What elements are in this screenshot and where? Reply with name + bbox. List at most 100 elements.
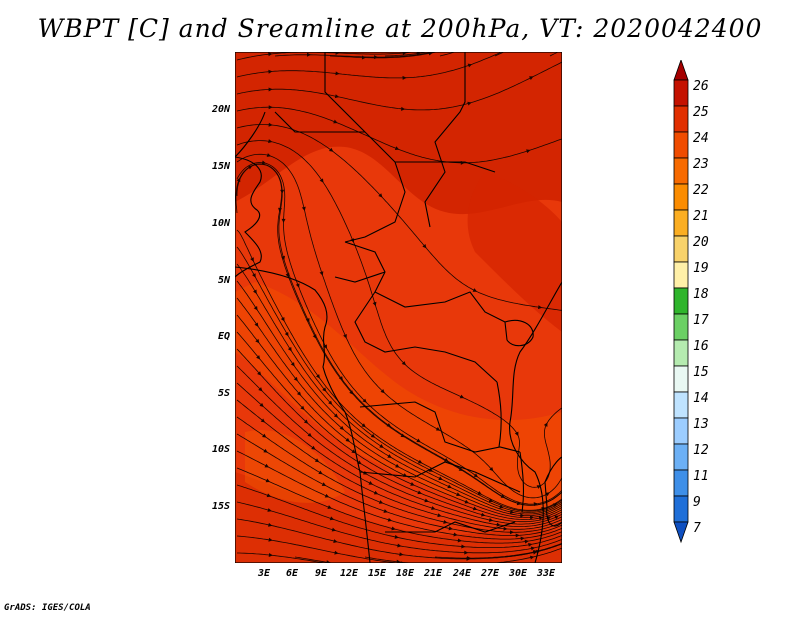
streamline-arrowhead xyxy=(295,283,300,288)
east-africa-coastline xyxy=(509,281,562,563)
streamline-arrowhead xyxy=(488,518,494,522)
streamline-arrowhead xyxy=(386,423,391,427)
streamline-arrowhead xyxy=(379,444,384,448)
lat-label-10s: 10S xyxy=(211,444,230,455)
streamline-arrowhead xyxy=(448,526,453,531)
streamline-arrowhead xyxy=(248,165,253,170)
streamline-arrowhead xyxy=(266,153,272,157)
streamline-arrowhead xyxy=(402,75,407,80)
lat-label-5n: 5N xyxy=(217,275,230,286)
streamline-arrowhead xyxy=(335,71,340,76)
streamline-arrowhead xyxy=(537,305,543,310)
lake-malawi xyxy=(519,451,525,513)
streamline-arrowhead xyxy=(543,422,548,427)
borders-layer xyxy=(235,52,562,563)
streamline-arrowhead xyxy=(552,503,558,507)
streamline xyxy=(434,542,562,559)
streamline-arrowhead xyxy=(464,499,469,504)
streamline-arrowhead xyxy=(545,492,550,497)
streamline-arrowhead xyxy=(383,509,388,513)
colorbar-segment xyxy=(673,287,689,315)
colorbar-label-12: 12 xyxy=(693,443,709,458)
grads-credit: GrADS: IGES/COLA xyxy=(4,603,91,613)
streamline-arrowhead xyxy=(268,122,273,127)
streamline-arrowhead xyxy=(529,515,535,520)
streamline-arrowhead xyxy=(394,146,400,151)
streamline-arrowhead xyxy=(257,371,262,376)
streamline-arrowhead xyxy=(349,390,354,395)
streamline-arrowhead xyxy=(255,338,260,344)
streamline-arrowhead xyxy=(453,532,458,537)
streamline-arrowhead xyxy=(477,490,482,495)
streamline-arrowhead xyxy=(362,398,367,403)
lat-label-10n: 10N xyxy=(211,218,230,229)
colorbar-label-11: 11 xyxy=(693,469,709,484)
streamline-arrowhead xyxy=(374,55,379,60)
colorbar-label-21: 21 xyxy=(693,209,709,224)
streamline-arrowhead xyxy=(370,433,376,438)
streamline xyxy=(236,365,562,525)
streamline-arrowhead xyxy=(312,334,317,339)
lon-label-30e: 30E xyxy=(508,568,528,579)
streamline-arrowhead xyxy=(261,160,267,165)
streamline-arrowhead xyxy=(526,149,531,154)
streamline-arrowhead xyxy=(488,498,494,503)
streamline-arrowhead xyxy=(443,519,448,524)
colorbar-segment xyxy=(673,261,689,289)
colorbar-segment xyxy=(673,235,689,263)
lon-label-3e: 3E xyxy=(257,568,271,579)
lon-label-18e: 18E xyxy=(395,568,415,579)
streamline-arrowhead xyxy=(410,482,415,486)
streamline-arrowhead xyxy=(528,542,533,547)
streamline-arrowhead xyxy=(252,273,256,278)
streamline-arrowhead xyxy=(400,433,405,438)
colorbar-label-18: 18 xyxy=(693,287,709,302)
streamline-arrowhead xyxy=(266,493,272,498)
lon-label-21e: 21E xyxy=(423,568,443,579)
colorbar-label-25: 25 xyxy=(693,105,709,120)
streamline xyxy=(236,162,562,505)
streamline-arrowhead xyxy=(306,52,311,57)
streamline-arrowhead xyxy=(253,289,257,294)
streamline-arrowhead xyxy=(529,76,534,80)
streamline xyxy=(329,52,438,59)
streamline-arrowhead xyxy=(447,484,452,489)
streamline-arrowhead xyxy=(496,522,501,527)
streamline-arrowhead xyxy=(467,63,473,68)
lon-label-9e: 9E xyxy=(314,568,328,579)
streamline-arrowhead xyxy=(307,432,312,437)
streamline xyxy=(494,52,505,57)
map-panel xyxy=(235,52,562,563)
streamline-arrowhead xyxy=(361,423,366,428)
streamline xyxy=(236,153,562,499)
streamline xyxy=(236,535,402,563)
streamline-arrowhead xyxy=(322,387,327,392)
streamline-arrowhead xyxy=(343,334,347,339)
lake-tanganyika xyxy=(496,381,502,448)
wbpt-patch-sw xyxy=(245,430,345,503)
colorbar-segment xyxy=(673,339,689,367)
streamline-arrowhead xyxy=(253,306,258,311)
streamline-arrowhead xyxy=(268,139,273,144)
lat-label-5s: 5S xyxy=(217,388,230,399)
streamline-arrowhead xyxy=(438,476,443,480)
colorbar-bottom-arrow xyxy=(673,521,689,544)
streamline-arrowhead xyxy=(345,437,350,442)
streamline-arrowhead xyxy=(394,534,399,539)
streamline xyxy=(236,263,562,513)
wbpt-patch-south xyxy=(235,472,562,563)
lon-label-33e: 33E xyxy=(536,568,556,579)
streamline xyxy=(236,348,562,523)
streamline-arrowhead xyxy=(417,459,423,464)
streamline-arrowhead xyxy=(314,458,320,463)
streamline-arrowhead xyxy=(311,445,316,450)
streamline-arrowhead xyxy=(373,490,379,495)
streamline xyxy=(236,433,562,536)
streamline-arrowhead xyxy=(464,550,469,555)
streamline xyxy=(236,246,562,512)
streamline xyxy=(236,416,562,533)
streamline xyxy=(236,450,562,540)
streamline-arrowhead xyxy=(397,543,402,548)
streamline-arrowhead xyxy=(303,419,309,424)
streamline xyxy=(384,52,429,57)
